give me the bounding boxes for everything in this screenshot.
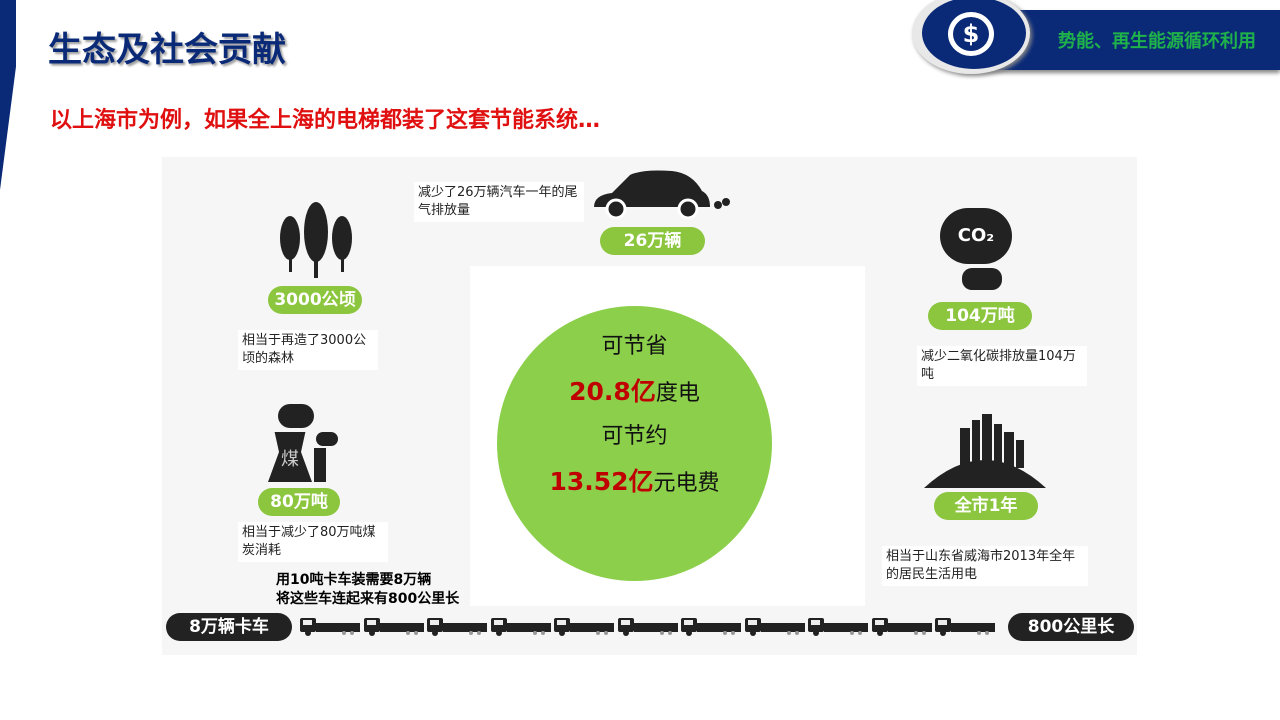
banner-text: 势能、再生能源循环利用 bbox=[1058, 31, 1256, 52]
truck-note-line2: 将这些车连起来有800公里长 bbox=[276, 591, 460, 607]
smoke-icon bbox=[278, 404, 314, 428]
truck-icon bbox=[427, 616, 487, 636]
city-icon bbox=[924, 414, 1046, 488]
smoke-icon bbox=[962, 268, 1002, 290]
trees-badge: 3000公顷 bbox=[268, 286, 362, 314]
electricity-value: 20.8亿 bbox=[569, 377, 656, 406]
truck-icon bbox=[490, 616, 551, 636]
city-desc: 相当于山东省威海市2013年全年的居民生活用电 bbox=[882, 546, 1088, 586]
electricity-unit: 度电 bbox=[655, 381, 700, 406]
co2-desc: 减少二氧化碳排放量104万吨 bbox=[917, 346, 1087, 386]
cost-label: 可节约 bbox=[601, 424, 668, 449]
car-icon bbox=[594, 170, 730, 219]
left-accent-bar bbox=[0, 0, 16, 190]
coal-badge: 80万吨 bbox=[258, 488, 340, 516]
savings-circle: 可节省 20.8亿度电 可节约 13.52亿元电费 bbox=[497, 306, 772, 581]
co2-badge: 104万吨 bbox=[928, 302, 1032, 330]
trees-desc: 相当于再造了3000公顷的森林 bbox=[238, 330, 378, 370]
car-badge: 26万辆 bbox=[600, 227, 705, 255]
trees-icon bbox=[280, 202, 352, 278]
length-badge: 800公里长 bbox=[1008, 613, 1134, 641]
truck-icon bbox=[363, 616, 424, 636]
cost-value: 13.52亿 bbox=[549, 467, 654, 496]
trucks-count-badge: 8万辆卡车 bbox=[166, 613, 292, 641]
page-title: 生态及社会贡献 bbox=[48, 30, 286, 70]
car-desc: 减少了26万辆汽车一年的尾气排放量 bbox=[414, 182, 584, 222]
page-subtitle: 以上海市为例，如果全上海的电梯都装了这套节能系统… bbox=[50, 108, 601, 133]
truck-icon bbox=[681, 616, 741, 636]
smoke-icon bbox=[316, 432, 338, 446]
truck-icon bbox=[554, 616, 614, 636]
city-badge: 全市1年 bbox=[934, 492, 1038, 520]
dollar-icon: $ bbox=[948, 12, 994, 56]
truck-icon bbox=[300, 616, 360, 636]
truck-icon bbox=[744, 616, 805, 636]
chimney-icon bbox=[314, 448, 326, 482]
truck-icon bbox=[871, 616, 932, 636]
truck-icon bbox=[935, 616, 995, 636]
truck-icon bbox=[617, 616, 678, 636]
truck-icon bbox=[808, 616, 868, 636]
coal-desc: 相当于减少了80万吨煤炭消耗 bbox=[238, 522, 388, 562]
co2-cloud-icon: CO₂ bbox=[940, 208, 1012, 264]
save-label: 可节省 bbox=[601, 334, 668, 359]
cost-unit: 元电费 bbox=[653, 471, 720, 496]
truck-note-line1: 用10吨卡车装需要8万辆 bbox=[276, 572, 432, 588]
truck-note: 用10吨卡车装需要8万辆 将这些车连起来有800公里长 bbox=[276, 571, 459, 609]
